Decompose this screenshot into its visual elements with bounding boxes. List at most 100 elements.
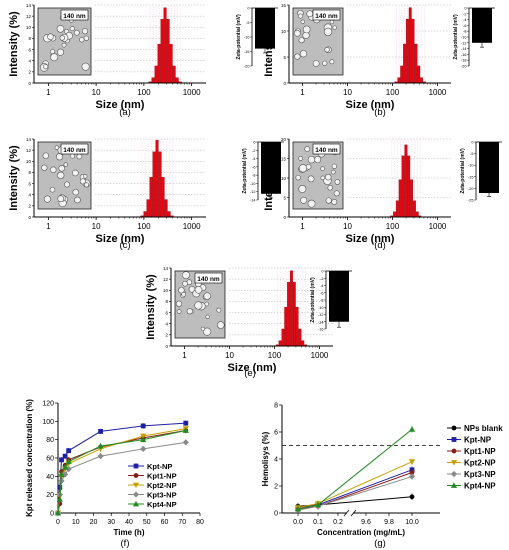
panel-a-zeta-tick-label: -20	[244, 65, 250, 69]
panel-e-tem-particle	[186, 308, 193, 315]
panel-c-y-tick-label: 14	[26, 137, 32, 142]
panel-e-zeta-bar	[329, 271, 349, 322]
panel-e-y-tick-label: 12	[163, 277, 169, 282]
panel-c-x-tick-label: 1	[46, 222, 51, 231]
panel-g-y-tick-label: 6	[274, 430, 278, 437]
panel-b-y-tick-label: 10	[281, 29, 287, 34]
panel-e-tem-particle	[194, 286, 203, 294]
panel-e-letter: (e)	[244, 368, 256, 379]
panel-c-tem-particle	[84, 182, 90, 188]
panel-e-tem-particle	[203, 292, 211, 300]
panel-f-legend-label: Kpt-NP	[147, 462, 172, 471]
panel-a-y-tick-label: 2	[28, 70, 31, 75]
panel-e-tem-particle	[205, 314, 210, 319]
panel-a-distribution-bar	[160, 19, 164, 84]
panel-b-zeta-tick-label: -2	[463, 12, 466, 16]
panel-e-distribution-bar	[298, 328, 302, 347]
panel-g-data-point	[314, 501, 322, 508]
panel-c-zeta-tick-label: -2	[252, 149, 255, 153]
panel-a-zeta-label: Zeta-potential (mV)	[236, 14, 242, 60]
panel-b-tem-particle	[324, 47, 330, 53]
panel-b-zeta-tick-label: 0	[464, 7, 466, 11]
panel-c-tem-particle	[54, 145, 60, 150]
panel-c-distribution-bar	[164, 199, 168, 218]
panel-c-y-tick-label: 2	[28, 204, 31, 209]
panel-f-data-point	[62, 453, 68, 459]
panel-f-data-point	[140, 436, 147, 443]
panel-f-data-point	[58, 471, 65, 477]
panel-a-tem-particle	[57, 48, 65, 56]
panel-f-data-point	[97, 442, 104, 449]
panel-e-zeta-tick-label: -16	[318, 328, 324, 332]
panel-g-legend-marker	[450, 470, 458, 478]
panel-e-distribution-bar	[278, 340, 282, 347]
panel-f-data-point	[65, 458, 72, 465]
panel-b-tem-particle	[297, 13, 303, 19]
panel-c-zeta-label: Zeta-potential (mV)	[242, 148, 248, 194]
panel-d-distribution-bar	[398, 179, 402, 218]
panel-g-letter: (g)	[374, 538, 386, 549]
panel-a-tem-particle	[79, 37, 85, 43]
panel-a-tem-particle	[50, 53, 59, 62]
panel-a-tem-particle	[61, 42, 67, 48]
panel-c-tem-particle	[64, 181, 70, 188]
panel-b-x-label: Size (nm)	[346, 99, 395, 111]
panel-g-x-tick-label: 0.0	[293, 519, 303, 526]
panel-g-x-tick-label: 0.1	[313, 519, 323, 526]
panel-d-y-tick-label: 15	[281, 156, 287, 161]
panel-a-y-tick-label: 0	[28, 81, 31, 86]
panel-c-y-label: Intensity (%)	[8, 145, 20, 211]
panel-f-x-tick-label: 50	[143, 519, 151, 526]
panel-f-data-point	[140, 423, 146, 429]
panel-d-tem-particle	[331, 163, 337, 169]
panel-b-y-tick-label: 0	[283, 81, 286, 86]
panel-b-distribution-bar	[420, 77, 424, 84]
panel-c-y-tick-label: 12	[26, 148, 32, 153]
panel-f-x-tick-label: 20	[90, 519, 98, 526]
panel-b-zeta-tick-label: -12	[461, 41, 467, 45]
panel-g-x-label: Concentration (mg/mL)	[317, 528, 405, 537]
panel-e-y-tick-label: 10	[163, 288, 169, 293]
panel-f-legend-label: Kpt1-NP	[147, 472, 177, 481]
panel-g-axis-break	[343, 509, 350, 517]
panel-e-x-tick-label: 1	[182, 351, 187, 360]
panel-c-distribution-bar	[149, 177, 153, 218]
panel-e-y-tick-label: 6	[165, 310, 168, 315]
panel-e-zeta-tick-label: -4	[320, 284, 323, 288]
panel-b-tem-particle	[294, 53, 301, 60]
panel-b-tem-particle	[298, 37, 305, 44]
panel-g-data-point	[408, 459, 416, 465]
panel-c-zeta-bar	[261, 142, 281, 194]
panel-d-tem-particle	[304, 146, 311, 152]
panel-b-zeta-tick-label: -20	[461, 65, 467, 69]
panel-b-y-tick-label: 15	[281, 3, 287, 8]
panel-g-legend-marker	[451, 425, 457, 431]
panel-f-data-point	[59, 457, 64, 463]
panel-a-x-label: Size (nm)	[96, 99, 145, 111]
panel-a-y-tick-label: 14	[26, 3, 32, 8]
panel-a-y-tick-label: 12	[26, 14, 32, 19]
panel-d-scale-box	[312, 143, 341, 155]
panel-b-x-tick-label: 100	[386, 88, 400, 97]
panel-a-tem-particle	[83, 35, 89, 41]
panel-d-letter: (d)	[374, 240, 386, 251]
panel-f-series-line	[57, 430, 186, 514]
panel-a-letter: (a)	[119, 107, 131, 118]
panel-c-distribution-bar	[152, 151, 156, 218]
panel-g-y-tick-label: 4	[274, 457, 278, 464]
panel-c-tem-particle	[72, 169, 79, 177]
panel-c-y-tick-label: 0	[28, 215, 31, 220]
panel-b-distribution-bar	[403, 43, 406, 84]
panel-e-tem-particle	[194, 301, 203, 310]
panel-b-zeta-tick-label: -4	[463, 18, 466, 22]
panel-g-legend-marker	[451, 437, 457, 442]
panel-f-y-tick-label: 20	[46, 492, 54, 499]
panel-b-tem-particle	[332, 25, 337, 30]
panel-e-tem-particle	[216, 307, 222, 313]
panel-f-legend-label: Kpt2-NP	[147, 481, 177, 490]
panel-f-data-point	[61, 464, 69, 470]
panel-e-tem-particle	[182, 271, 190, 280]
panel-d-distribution-bar	[404, 144, 408, 218]
panel-g-legend-label: Kpt4-NP	[464, 482, 496, 491]
panel-d-tem-particle	[300, 196, 308, 204]
